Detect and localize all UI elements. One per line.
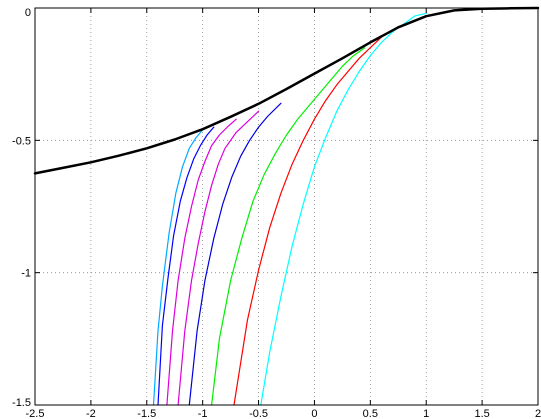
x-tick-label: -2.5 bbox=[26, 408, 45, 419]
series-line-7 bbox=[157, 126, 215, 406]
x-tick-label: -1 bbox=[198, 408, 208, 419]
x-tick-label: -0.5 bbox=[249, 408, 268, 419]
series-line-5 bbox=[177, 110, 260, 406]
series-line-8 bbox=[152, 129, 204, 406]
ticks: -2.5 -2 -1.5 -1 -0.5 0 0.5 1 1.5 2 0 -0.5 -1 -1.5 bbox=[12, 7, 541, 419]
y-tick-label: -1 bbox=[21, 268, 31, 280]
series-line-3 bbox=[211, 47, 366, 406]
series-line-6 bbox=[166, 118, 237, 406]
x-tick-label: 0.5 bbox=[363, 408, 378, 419]
series-line-0 bbox=[33, 6, 540, 175]
x-tick-label: -1.5 bbox=[137, 408, 156, 419]
y-tick-label: -1.5 bbox=[12, 397, 31, 409]
x-tick-label: -2 bbox=[86, 408, 96, 419]
series-layer bbox=[33, 6, 540, 406]
x-tick-label: 1 bbox=[423, 408, 429, 419]
series-line-4 bbox=[188, 102, 282, 406]
series-line-2 bbox=[233, 36, 383, 406]
x-tick-label: 2 bbox=[535, 408, 541, 419]
plot-frame bbox=[34, 7, 539, 406]
y-tick-label: 0 bbox=[25, 7, 31, 19]
x-tick-label: 0 bbox=[311, 408, 317, 419]
x-tick-label: 1.5 bbox=[474, 408, 489, 419]
y-tick-label: -0.5 bbox=[12, 135, 31, 147]
